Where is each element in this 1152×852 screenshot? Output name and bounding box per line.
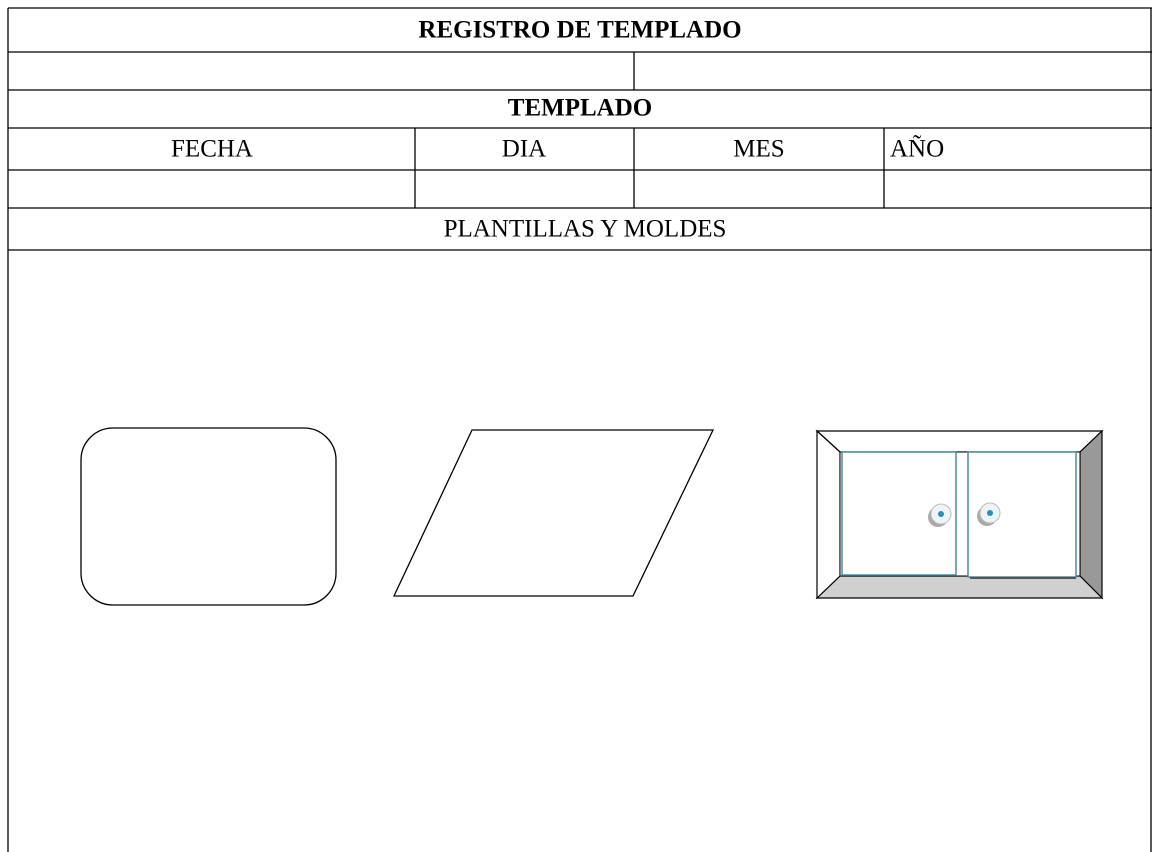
column-header: DIA xyxy=(502,136,546,163)
knob-center xyxy=(987,510,993,516)
section-title: TEMPLADO xyxy=(508,95,652,122)
column-header: MES xyxy=(733,136,784,163)
window-bevel xyxy=(815,575,1104,599)
window-bevel xyxy=(1079,429,1103,600)
window-bevel xyxy=(815,430,1104,453)
form-title: REGISTRO DE TEMPLADO xyxy=(418,17,741,44)
drawings-title: PLANTILLAS Y MOLDES xyxy=(444,216,727,243)
rounded-rectangle xyxy=(80,427,337,606)
column-header: AÑO xyxy=(890,135,944,163)
window-drawing xyxy=(815,429,1104,600)
knob-center xyxy=(938,511,944,517)
column-header: FECHA xyxy=(171,136,253,163)
form-grid xyxy=(7,7,1152,852)
window-bevel xyxy=(816,429,841,600)
parallelogram xyxy=(392,429,715,597)
